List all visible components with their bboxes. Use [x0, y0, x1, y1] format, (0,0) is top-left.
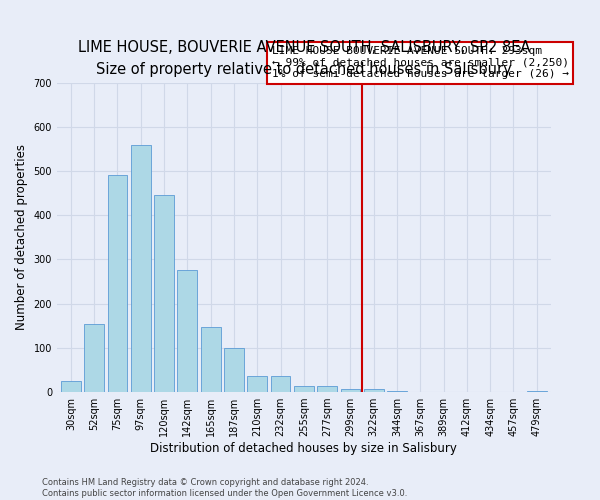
- Bar: [84, 324, 104, 392]
- Bar: [107, 176, 127, 392]
- Bar: [317, 386, 337, 392]
- Bar: [224, 348, 244, 392]
- Bar: [178, 270, 197, 392]
- Bar: [247, 376, 267, 392]
- Bar: [201, 327, 221, 392]
- Bar: [341, 388, 361, 392]
- Bar: [294, 386, 314, 392]
- Bar: [154, 196, 174, 392]
- Bar: [131, 146, 151, 392]
- Text: LIME HOUSE BOUVERIE AVENUE SOUTH: 293sqm
← 99% of detached houses are smaller (2: LIME HOUSE BOUVERIE AVENUE SOUTH: 293sqm…: [272, 46, 569, 80]
- Y-axis label: Number of detached properties: Number of detached properties: [15, 144, 28, 330]
- Title: LIME HOUSE, BOUVERIE AVENUE SOUTH, SALISBURY, SP2 8EA
Size of property relative : LIME HOUSE, BOUVERIE AVENUE SOUTH, SALIS…: [77, 40, 530, 77]
- Bar: [527, 391, 547, 392]
- Bar: [364, 390, 383, 392]
- Text: Contains HM Land Registry data © Crown copyright and database right 2024.
Contai: Contains HM Land Registry data © Crown c…: [42, 478, 407, 498]
- X-axis label: Distribution of detached houses by size in Salisbury: Distribution of detached houses by size …: [151, 442, 457, 455]
- Bar: [387, 391, 407, 392]
- Bar: [61, 381, 81, 392]
- Bar: [271, 376, 290, 392]
